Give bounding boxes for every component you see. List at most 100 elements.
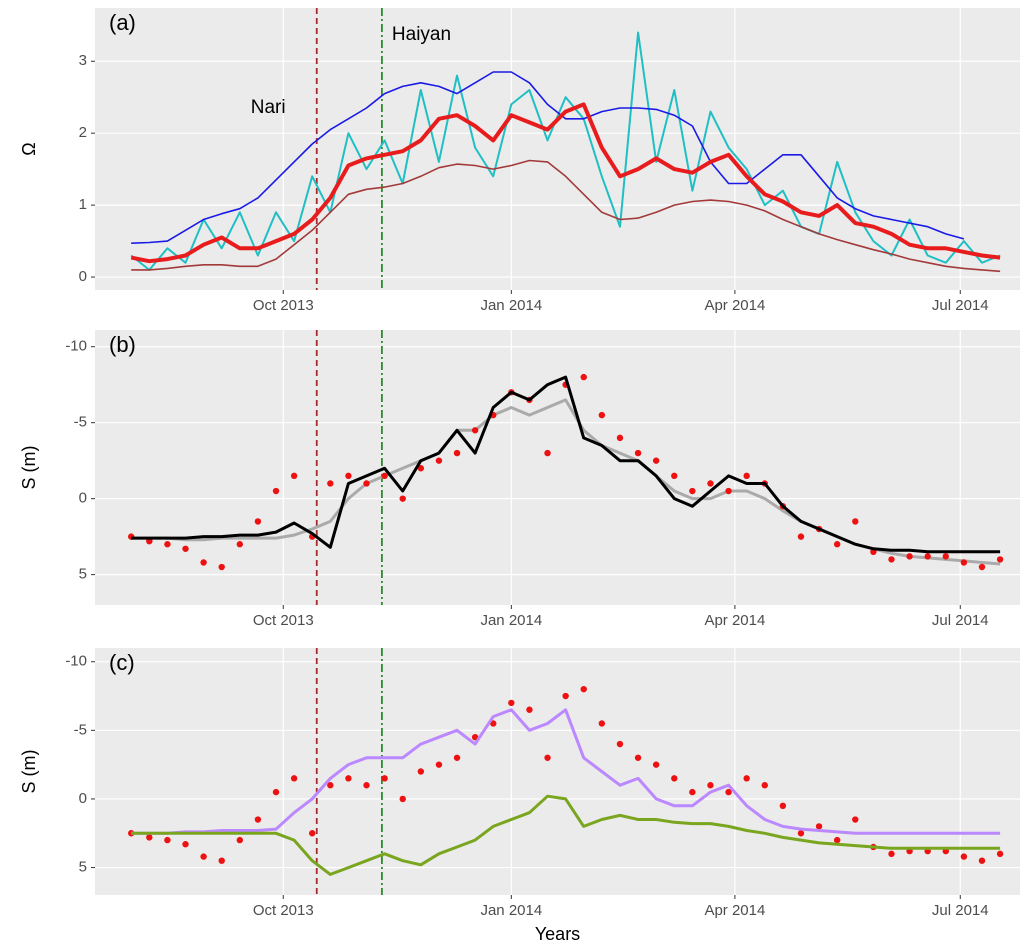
data-point	[164, 836, 171, 844]
data-point	[272, 788, 280, 796]
series-line	[131, 159, 1001, 273]
data-point	[743, 775, 750, 782]
data-point	[978, 563, 986, 571]
data-point	[942, 553, 949, 560]
data-point	[996, 556, 1004, 563]
x-tick-label: Oct 2013	[253, 297, 314, 314]
data-point	[417, 768, 425, 775]
data-point	[960, 853, 968, 860]
data-point	[200, 853, 207, 860]
data-point	[598, 411, 606, 419]
data-point	[652, 761, 660, 768]
data-point	[254, 518, 262, 525]
panel-label: (a)	[109, 10, 136, 35]
data-point	[200, 559, 207, 566]
x-tick-label: Apr 2014	[704, 297, 765, 314]
data-point	[852, 518, 859, 525]
data-point	[634, 754, 642, 761]
data-point	[399, 495, 406, 502]
x-tick-label: Apr 2014	[704, 902, 765, 919]
data-point	[363, 782, 370, 789]
data-point	[327, 782, 334, 789]
data-point	[580, 685, 587, 693]
data-point	[236, 541, 244, 548]
data-point	[290, 775, 298, 782]
data-point	[671, 775, 678, 782]
y-tick-label: 2	[79, 124, 87, 141]
data-point	[906, 553, 913, 560]
data-point	[634, 449, 642, 457]
data-point	[761, 782, 768, 789]
data-point	[707, 480, 714, 487]
data-point	[652, 457, 660, 464]
series-line	[131, 71, 965, 244]
data-point	[218, 563, 225, 571]
data-point	[164, 541, 171, 548]
data-point	[508, 699, 515, 707]
x-tick-label: Oct 2013	[253, 902, 314, 919]
data-point	[471, 427, 479, 434]
data-point	[671, 472, 678, 480]
data-point	[725, 788, 732, 796]
data-point	[852, 816, 859, 823]
data-point	[797, 533, 805, 540]
y-tick-label: 5	[79, 859, 87, 876]
data-point	[725, 487, 732, 495]
data-point	[272, 487, 280, 495]
data-point	[526, 706, 533, 713]
x-tick-label: Jan 2014	[480, 612, 542, 629]
x-tick-label: Jul 2014	[932, 612, 989, 629]
data-point	[327, 480, 334, 487]
data-point	[960, 559, 968, 566]
data-point	[978, 857, 986, 864]
data-point	[381, 775, 388, 782]
data-point	[815, 823, 823, 830]
data-point	[707, 782, 714, 789]
data-point	[743, 472, 750, 480]
data-point	[182, 841, 189, 848]
data-point	[146, 834, 153, 841]
x-tick-label: Apr 2014	[704, 612, 765, 629]
data-point	[779, 802, 787, 810]
data-point	[598, 720, 606, 727]
data-point	[689, 788, 696, 796]
data-point	[218, 857, 225, 864]
y-tick-label: 5	[79, 566, 87, 583]
series-line	[130, 31, 1001, 271]
y-axis-title: Ω	[19, 142, 39, 155]
data-point	[363, 480, 370, 487]
event-label: Nari	[251, 97, 286, 118]
y-axis-title: S (m)	[19, 750, 39, 794]
series-line	[131, 794, 1001, 876]
data-point	[453, 449, 461, 457]
data-point	[345, 775, 352, 782]
series-line	[131, 708, 1001, 835]
data-point	[435, 457, 443, 464]
data-point	[888, 850, 895, 858]
data-point	[345, 472, 352, 480]
data-point	[888, 556, 895, 563]
x-axis-title: Years	[535, 924, 580, 944]
data-point	[290, 472, 298, 480]
data-point	[833, 836, 841, 844]
data-point	[616, 740, 624, 748]
data-point	[833, 541, 841, 548]
y-tick-label: -10	[65, 653, 87, 670]
y-tick-label: 0	[79, 790, 87, 807]
y-tick-label: -10	[65, 338, 87, 355]
data-point	[399, 795, 406, 803]
data-point	[417, 465, 425, 472]
data-point	[254, 816, 262, 823]
y-tick-label: -5	[74, 414, 87, 431]
panel-label: (b)	[109, 332, 136, 357]
y-tick-label: 0	[79, 490, 87, 507]
data-point	[797, 830, 805, 837]
data-point	[381, 472, 388, 480]
panel-background	[95, 648, 1020, 895]
panel-background	[95, 8, 1020, 290]
data-point	[471, 733, 479, 741]
x-tick-label: Jan 2014	[480, 297, 542, 314]
data-point	[616, 434, 624, 442]
data-point	[544, 449, 551, 457]
